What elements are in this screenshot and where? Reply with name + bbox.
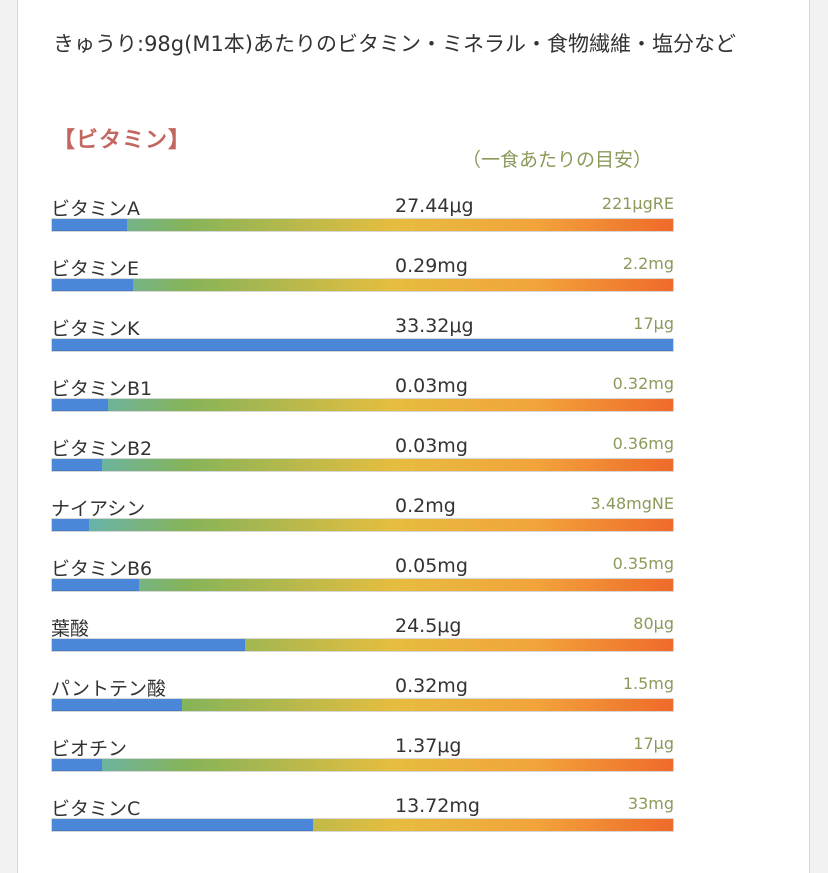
progress-bar-fill xyxy=(52,639,245,651)
section-title-vitamin: 【ビタミン】 xyxy=(53,128,192,153)
nutrient-target: 33mg xyxy=(627,794,674,813)
progress-bar-track xyxy=(51,758,674,772)
nutrient-target: 3.48mgNE xyxy=(590,494,674,513)
nutrient-name: ビタミンC xyxy=(51,798,141,820)
progress-bar-track xyxy=(51,638,674,652)
nutrient-row: ビタミンC 13.72mg 33mg xyxy=(51,794,674,854)
progress-bar-fill xyxy=(52,399,108,411)
nutrient-amount: 0.29mg xyxy=(395,255,468,277)
nutrition-panel: きゅうり:98g(M1本)あたりのビタミン・ミネラル・食物繊維・塩分など 【ビタ… xyxy=(17,0,810,873)
nutrient-name: ビタミンA xyxy=(51,198,140,220)
nutrient-target: 2.2mg xyxy=(622,254,674,273)
progress-bar-track xyxy=(51,578,674,592)
nutrient-row: ビタミンB1 0.03mg 0.32mg xyxy=(51,374,674,434)
nutrient-amount: 0.05mg xyxy=(395,555,468,577)
progress-bar-fill xyxy=(52,579,139,591)
progress-bar-fill xyxy=(52,519,90,531)
nutrient-name: ビタミンB1 xyxy=(51,378,153,400)
nutrient-row: ビタミンB6 0.05mg 0.35mg xyxy=(51,554,674,614)
nutrient-name: ビタミンB2 xyxy=(51,438,153,460)
progress-bar-track xyxy=(51,338,674,352)
nutrient-row: ビタミンE 0.29mg 2.2mg xyxy=(51,254,674,314)
nutrient-name: ナイアシン xyxy=(51,498,146,520)
nutrient-target: 1.5mg xyxy=(622,674,674,693)
progress-bar-fill xyxy=(52,219,127,231)
nutrient-row: ナイアシン 0.2mg 3.48mgNE xyxy=(51,494,674,554)
nutrient-amount: 0.03mg xyxy=(395,435,468,457)
nutrient-target: 0.36mg xyxy=(612,434,674,453)
nutrient-name: ビタミンB6 xyxy=(51,558,153,580)
progress-bar-track xyxy=(51,458,674,472)
nutrient-amount: 13.72mg xyxy=(395,795,480,817)
page-heading: きゅうり:98g(M1本)あたりのビタミン・ミネラル・食物繊維・塩分など xyxy=(53,32,736,56)
nutrient-name: ビタミンK xyxy=(51,318,140,340)
progress-bar-track xyxy=(51,398,674,412)
nutrient-amount: 24.5μg xyxy=(395,615,462,637)
nutrient-amount: 0.03mg xyxy=(395,375,468,397)
nutrient-target: 0.32mg xyxy=(612,374,674,393)
nutrient-target: 80μg xyxy=(633,614,674,633)
progress-bar-track xyxy=(51,278,674,292)
nutrient-amount: 0.32mg xyxy=(395,675,468,697)
nutrient-row: ビタミンB2 0.03mg 0.36mg xyxy=(51,434,674,494)
nutrient-row: 葉酸 24.5μg 80μg xyxy=(51,614,674,674)
nutrient-target: 0.35mg xyxy=(612,554,674,573)
nutrient-row: パントテン酸 0.32mg 1.5mg xyxy=(51,674,674,734)
nutrient-name: パントテン酸 xyxy=(51,678,166,700)
progress-bar-fill xyxy=(52,279,133,291)
guide-caption: （一食あたりの目安） xyxy=(462,149,653,171)
progress-bar-fill xyxy=(52,699,183,711)
nutrient-row: ビオチン 1.37μg 17μg xyxy=(51,734,674,794)
progress-bar-track xyxy=(51,518,674,532)
nutrient-row: ビタミンK 33.32μg 17μg xyxy=(51,314,674,374)
nutrient-name: ビオチン xyxy=(51,738,128,760)
nutrient-amount: 1.37μg xyxy=(395,735,462,757)
progress-bar-track xyxy=(51,218,674,232)
nutrient-name: 葉酸 xyxy=(51,618,90,640)
nutrient-amount: 0.2mg xyxy=(395,495,456,517)
nutrient-target: 17μg xyxy=(633,734,674,753)
nutrient-row: ビタミンA 27.44μg 221μgRE xyxy=(51,194,674,254)
nutrient-amount: 33.32μg xyxy=(395,315,474,337)
nutrient-amount: 27.44μg xyxy=(395,195,474,217)
progress-bar-fill xyxy=(52,339,673,351)
nutrient-target: 17μg xyxy=(633,314,674,333)
nutrient-target: 221μgRE xyxy=(601,194,674,213)
progress-bar-fill xyxy=(52,459,102,471)
progress-bar-fill xyxy=(52,759,102,771)
progress-bar-track xyxy=(51,818,674,832)
progress-bar-track xyxy=(51,698,674,712)
progress-bar-fill xyxy=(52,819,313,831)
nutrient-name: ビタミンE xyxy=(51,258,140,280)
